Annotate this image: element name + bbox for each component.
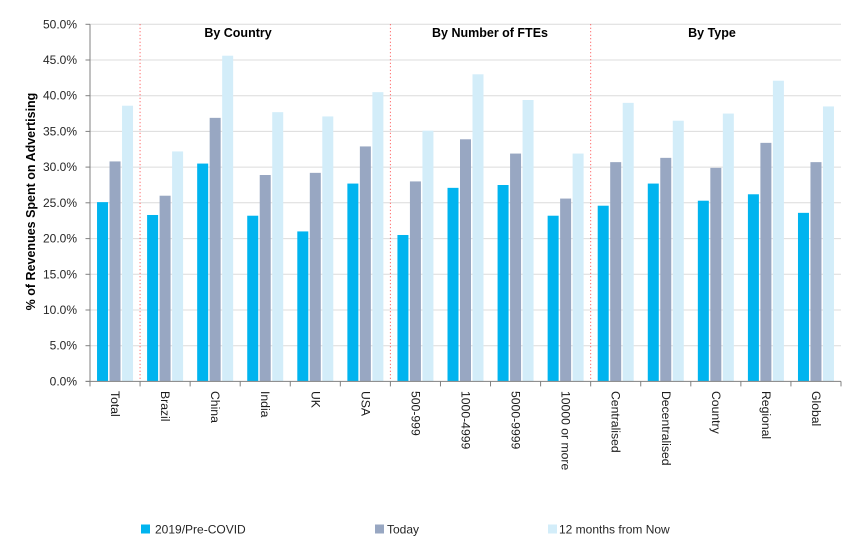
svg-text:% of Revenues Spent on Adverti: % of Revenues Spent on Advertising [24,93,38,311]
svg-text:By Type: By Type [688,26,736,40]
svg-text:UK: UK [308,391,322,408]
svg-text:Regional: Regional [759,391,773,439]
svg-text:5000-9999: 5000-9999 [509,391,523,450]
svg-text:500-999: 500-999 [408,391,422,436]
svg-text:Decentralised: Decentralised [659,391,673,466]
svg-text:Brazil: Brazil [158,391,172,421]
svg-text:Global: Global [809,391,823,426]
svg-text:5.0%: 5.0% [50,339,78,353]
svg-text:30.0%: 30.0% [43,160,77,174]
svg-text:USA: USA [358,391,372,417]
svg-text:12 months from Now: 12 months from Now [559,523,670,537]
svg-text:40.0%: 40.0% [43,89,77,103]
svg-text:20.0%: 20.0% [43,232,77,246]
svg-text:India: India [258,391,272,418]
svg-text:2019/Pre-COVID: 2019/Pre-COVID [155,523,246,537]
svg-text:Country: Country [709,391,723,435]
svg-text:0.0%: 0.0% [50,374,78,388]
svg-text:45.0%: 45.0% [43,53,77,67]
svg-text:15.0%: 15.0% [43,267,77,281]
svg-text:China: China [208,391,222,423]
svg-text:By Country: By Country [204,26,271,40]
svg-text:25.0%: 25.0% [43,196,77,210]
svg-text:50.0%: 50.0% [43,17,77,31]
svg-text:By Number of FTEs: By Number of FTEs [432,26,548,40]
svg-text:Today: Today [387,523,419,537]
svg-text:10.0%: 10.0% [43,303,77,317]
svg-text:1000-4999: 1000-4999 [459,391,473,450]
svg-text:35.0%: 35.0% [43,124,77,138]
svg-text:10000 or more: 10000 or more [559,391,573,470]
svg-text:Centralised: Centralised [609,391,623,453]
svg-text:Total: Total [108,391,122,417]
